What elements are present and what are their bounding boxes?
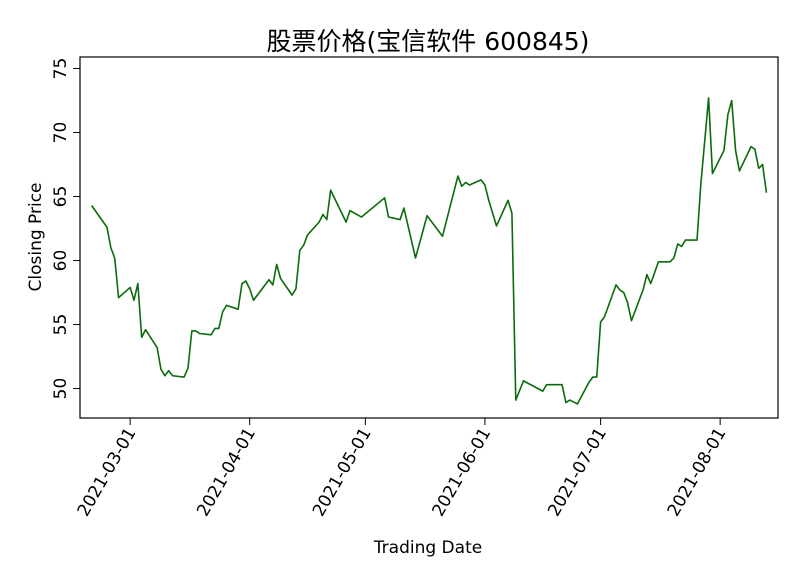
chart-title: 股票价格(宝信软件 600845) — [267, 27, 590, 56]
plot-frame — [79, 56, 779, 419]
x-tick-label: 2021-07-01 — [544, 425, 611, 521]
y-tick-label: 60 — [51, 250, 71, 272]
y-tick-label: 65 — [51, 186, 71, 208]
price-line — [90, 97, 768, 405]
x-tick-label: 2021-05-01 — [309, 425, 376, 521]
x-tick-label: 2021-06-01 — [429, 425, 496, 521]
y-tick-label: 55 — [51, 314, 71, 336]
y-tick-label: 75 — [51, 58, 71, 80]
x-tick-label: 2021-08-01 — [664, 425, 731, 521]
x-axis-label: Trading Date — [373, 538, 482, 558]
x-tick-label: 2021-04-01 — [193, 425, 260, 521]
x-tick-label: 2021-03-01 — [74, 425, 141, 521]
y-axis-label: Closing Price — [26, 182, 46, 291]
y-tick-label: 50 — [51, 378, 71, 400]
y-tick-label: 70 — [51, 122, 71, 144]
